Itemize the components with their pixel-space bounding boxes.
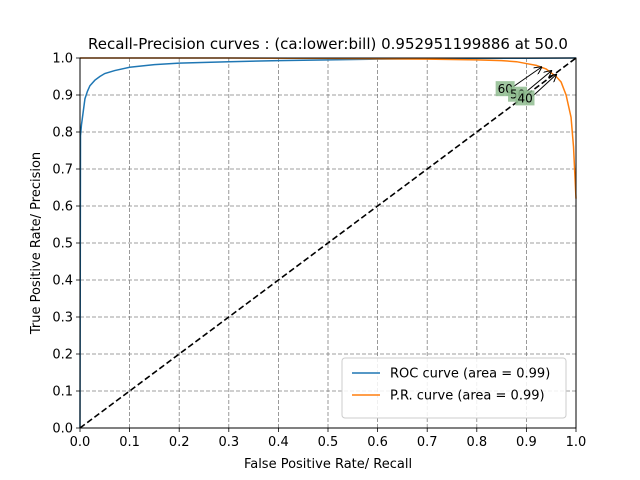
y-axis-label: True Positive Rate/ Precision	[29, 152, 44, 335]
x-tick-label: 0.7	[417, 435, 438, 450]
y-tick-label: 0.1	[52, 385, 73, 400]
y-tick-label: 0.9	[52, 89, 73, 104]
annotation-arrow	[524, 71, 551, 94]
y-tick-label: 0.4	[52, 274, 73, 289]
x-tick-label: 0.6	[367, 435, 388, 450]
annotation-arrow	[512, 67, 542, 88]
x-tick-label: 0.5	[318, 435, 339, 450]
legend-label: P.R. curve (area = 0.99)	[390, 389, 545, 404]
y-tick-label: 0.5	[52, 237, 73, 252]
legend-label: ROC curve (area = 0.99)	[390, 367, 550, 382]
x-tick-label: 0.2	[169, 435, 190, 450]
y-axis-ticks: 0.0 0.1 0.2 0.3 0.4 0.5 0.6 0.7 0.8 0.9 1.0	[52, 52, 80, 437]
annotation-label: 40	[517, 91, 532, 105]
x-tick-label: 0.8	[466, 435, 487, 450]
y-tick-label: 0.8	[52, 126, 73, 141]
x-tick-label: 0.4	[268, 435, 289, 450]
y-tick-label: 0.3	[52, 311, 73, 326]
y-tick-label: 0.7	[52, 163, 73, 178]
annotation-box	[515, 90, 535, 106]
annotation-layer: 605040	[495, 67, 557, 106]
y-tick-label: 0.0	[52, 422, 73, 437]
x-tick-label: 0.0	[70, 435, 91, 450]
y-tick-label: 0.2	[52, 348, 73, 363]
legend: ROC curve (area = 0.99) P.R. curve (area …	[341, 357, 567, 419]
x-axis-ticks: 0.0 0.1 0.2 0.3 0.4 0.5 0.6 0.7 0.8 0.9 1.0	[70, 428, 587, 450]
x-axis-label: False Positive Rate/ Recall	[244, 457, 412, 472]
x-tick-label: 0.9	[516, 435, 537, 450]
chart-title: Recall-Precision curves : (ca:lower:bill…	[88, 35, 568, 53]
x-tick-label: 0.1	[119, 435, 140, 450]
series-line-1	[80, 57, 577, 199]
x-tick-label: 1.0	[566, 435, 587, 450]
annotation-arrow	[532, 75, 556, 97]
legend-box	[341, 357, 567, 419]
y-tick-label: 1.0	[52, 52, 73, 67]
x-tick-label: 0.3	[218, 435, 239, 450]
y-tick-label: 0.6	[52, 200, 73, 215]
series-layer	[79, 57, 577, 429]
diagonal-reference-line	[79, 57, 577, 429]
